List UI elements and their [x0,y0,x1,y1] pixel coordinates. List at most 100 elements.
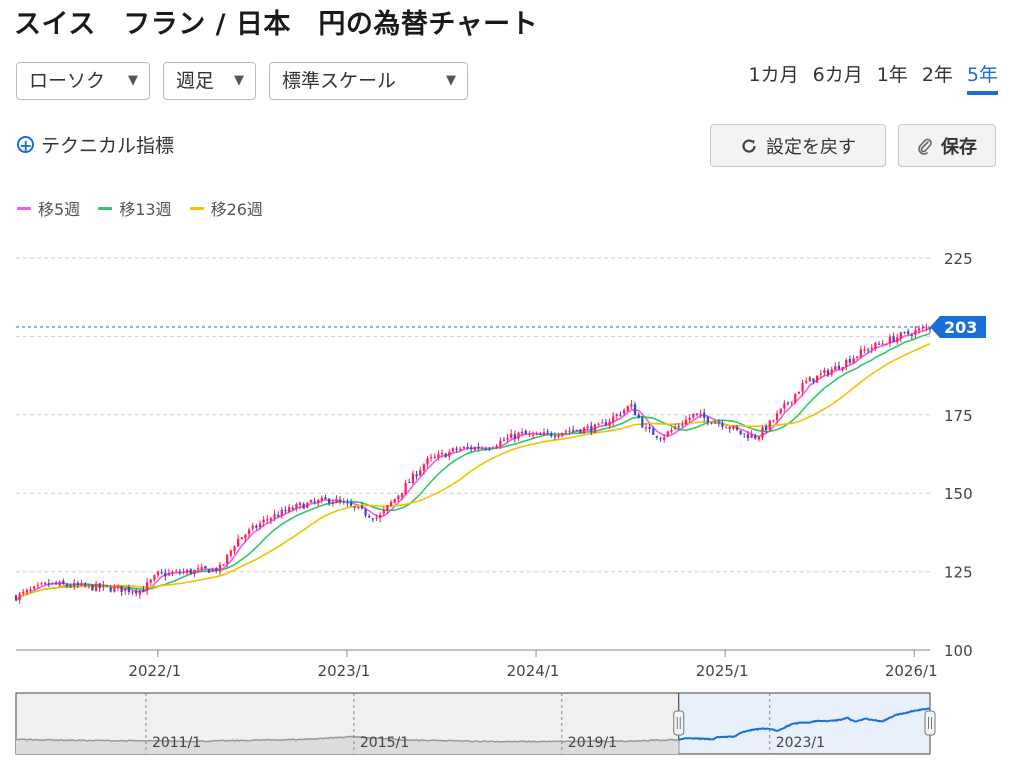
candle-body [459,448,462,451]
candle-body [233,546,236,552]
candle-body [626,406,629,412]
legend-swatch [98,206,113,210]
chart-style-dropdown[interactable]: ローソク ▼ [16,62,150,100]
chart-axes: 100 125 150 175 225 2022/1 2023/1 2024/1 2025/1 2… [16,250,986,680]
candle-body [826,370,830,375]
candle-body [652,428,655,435]
candle-body [903,331,906,333]
candle-body [400,492,404,497]
save-label: 保存 [941,136,977,158]
candle-body [149,579,152,583]
candle-body [786,402,790,404]
candle-body [659,438,662,440]
candle-body [488,448,491,450]
candle-body [633,404,637,416]
candle-body [845,360,848,367]
candle-body [790,401,793,404]
candle-body [124,588,127,591]
period-tab-1y[interactable]: 1年 [876,64,908,86]
candle-body [899,332,902,339]
candle-body [921,327,924,329]
candle-body [22,591,25,594]
candle-body [186,569,189,573]
y-tick-label: 150 [944,485,973,503]
candle-body [597,423,600,425]
candle-body [116,585,120,588]
page-title: スイス フラン / 日本 円の為替チャート [14,9,539,40]
candle-body [480,447,484,449]
scale-dropdown[interactable]: 標準スケール ▼ [269,62,468,100]
candle-body [499,440,502,446]
candle-body [779,408,782,414]
chevron-down-icon: ▼ [446,73,456,88]
candle-body [389,502,393,506]
candles [14,323,932,604]
technical-indicator-label: テクニカル指標 [41,135,175,157]
candle-body [295,504,298,509]
navigator-handle[interactable] [924,710,936,736]
interval-dropdown[interactable]: 週足 ▼ [163,62,256,100]
save-button[interactable]: 保存 [898,124,996,167]
candle-body [109,587,112,592]
candle-body [823,369,826,374]
candle-body [371,518,374,520]
candle-body [357,506,360,509]
candle-body [673,427,677,429]
candle-body [379,514,382,519]
current-price-label: 203 [944,318,977,337]
candle-body [539,433,542,435]
candle-body [368,515,371,518]
candle-body [320,497,324,501]
candle-body [521,431,524,434]
candle-body [866,349,870,351]
period-tab-2y[interactable]: 2年 [921,64,953,86]
candle-body [495,445,498,449]
candle-body [94,583,98,592]
navigator-handle[interactable] [673,710,685,736]
legend-label: 移13週 [119,200,172,219]
candle-body [313,501,316,503]
candle-body [765,426,768,431]
candle-body [448,451,451,457]
candle-body [349,502,353,506]
candle-body [80,583,83,586]
ma5-line [15,327,931,602]
candle-body [881,343,884,345]
candle-body [714,422,717,424]
candle-body [175,570,178,572]
period-tab-5y[interactable]: 5年 [966,60,998,95]
candle-body [251,525,254,529]
technical-indicator-button[interactable]: + テクニカル指標 [17,131,174,158]
period-tab-6m[interactable]: 6カ月 [812,64,863,86]
candle-body [444,453,447,458]
candle-body [695,413,699,415]
candle-body [178,571,181,573]
candle-body [408,482,411,484]
chart-grid [16,257,930,651]
candle-body [54,582,58,585]
candle-body [477,446,480,449]
candle-body [302,503,305,509]
navigator-selected-line [678,707,931,742]
candle-body [87,584,90,586]
reset-settings-button[interactable]: 設定を戻す [710,124,886,167]
candle-body [167,572,171,576]
candle-body [815,375,819,383]
candle-body [717,422,720,424]
candle-body [440,452,444,455]
candle-body [145,582,149,591]
moving-average-lines [15,327,931,602]
candle-body [910,334,913,336]
candle-body [306,502,309,508]
candle-body [135,590,138,594]
candle-body [393,498,396,504]
candle-body [644,427,648,429]
candle-body [914,330,917,335]
candle-body [819,373,822,375]
candle-body [535,434,538,436]
period-tab-1m[interactable]: 1カ月 [748,64,799,86]
candle-body [528,433,531,435]
candle-body [513,434,517,439]
candle-body [91,584,94,591]
